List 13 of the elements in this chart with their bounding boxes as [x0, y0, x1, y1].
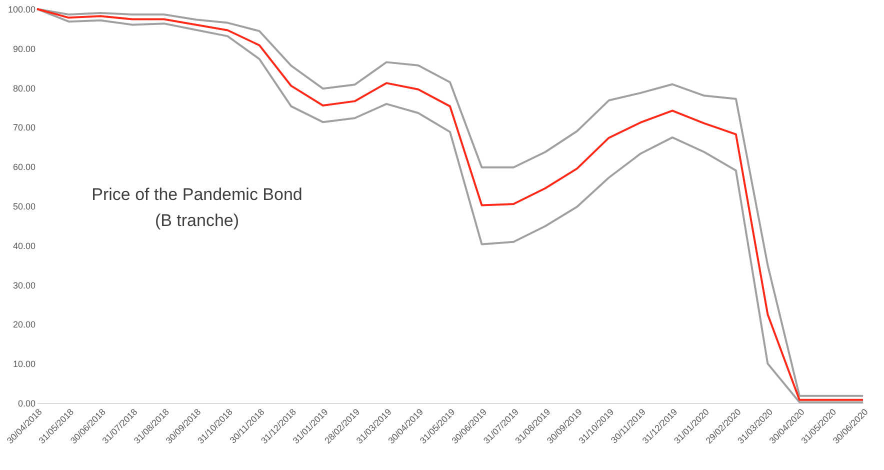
y-tick-label: 0.00 — [18, 398, 36, 408]
y-tick-label: 100.00 — [8, 4, 36, 14]
annotation: Price of the Pandemic Bond — [92, 185, 302, 204]
y-tick-label: 70.00 — [12, 122, 36, 133]
y-tick-label: 60.00 — [12, 162, 36, 172]
y-tick-label: 80.00 — [12, 83, 36, 94]
y-tick-label: 30.00 — [12, 280, 36, 290]
y-tick-label: 20.00 — [12, 320, 36, 330]
y-tick-label: 40.00 — [12, 240, 36, 251]
annotation: (B tranche) — [154, 211, 240, 230]
y-tick-label: 90.00 — [12, 44, 36, 54]
y-tick-label: 50.00 — [12, 202, 36, 212]
y-tick-label: 10.00 — [12, 359, 36, 370]
